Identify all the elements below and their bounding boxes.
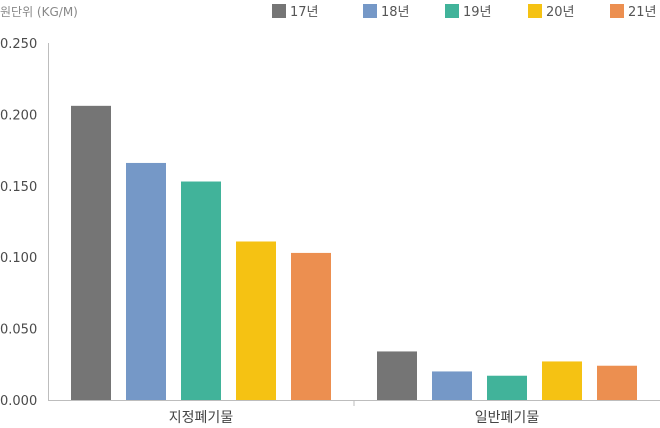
bar	[542, 361, 582, 400]
bar	[377, 351, 417, 400]
legend-label: 21년	[628, 5, 657, 20]
legend-swatch	[272, 4, 286, 18]
y-tick-label: 0.050	[0, 323, 37, 338]
legend-swatch	[610, 4, 624, 18]
bars	[71, 105, 637, 400]
y-tick-label: 0.200	[0, 108, 37, 123]
legend-label: 18년	[381, 5, 410, 20]
legend: 17년 18년 19년 20년 21년	[272, 4, 657, 20]
y-axis-unit-label: 원단위 (KG/M)	[0, 5, 78, 19]
x-axis: 지정폐기물 일반폐기물	[48, 400, 660, 426]
y-tick-label: 0.000	[0, 394, 37, 409]
legend-swatch	[528, 4, 542, 18]
bar	[487, 375, 527, 400]
bar	[126, 162, 166, 400]
x-category-label: 지정폐기물	[169, 410, 234, 426]
bar	[597, 365, 637, 400]
bar	[181, 181, 221, 400]
y-tick-label: 0.250	[0, 37, 37, 52]
legend-label: 17년	[290, 5, 319, 20]
legend-label: 20년	[546, 5, 575, 20]
y-axis: 0.000 0.050 0.100 0.150 0.200 0.250	[0, 37, 49, 409]
bar	[291, 252, 331, 400]
bar	[236, 241, 276, 400]
legend-swatch	[445, 4, 459, 18]
x-category-label: 일반폐기물	[475, 410, 540, 426]
bar	[432, 371, 472, 400]
bar	[71, 105, 111, 400]
legend-swatch	[363, 4, 377, 18]
legend-label: 19년	[463, 5, 492, 20]
y-tick-label: 0.150	[0, 180, 37, 195]
y-tick-label: 0.100	[0, 251, 37, 266]
